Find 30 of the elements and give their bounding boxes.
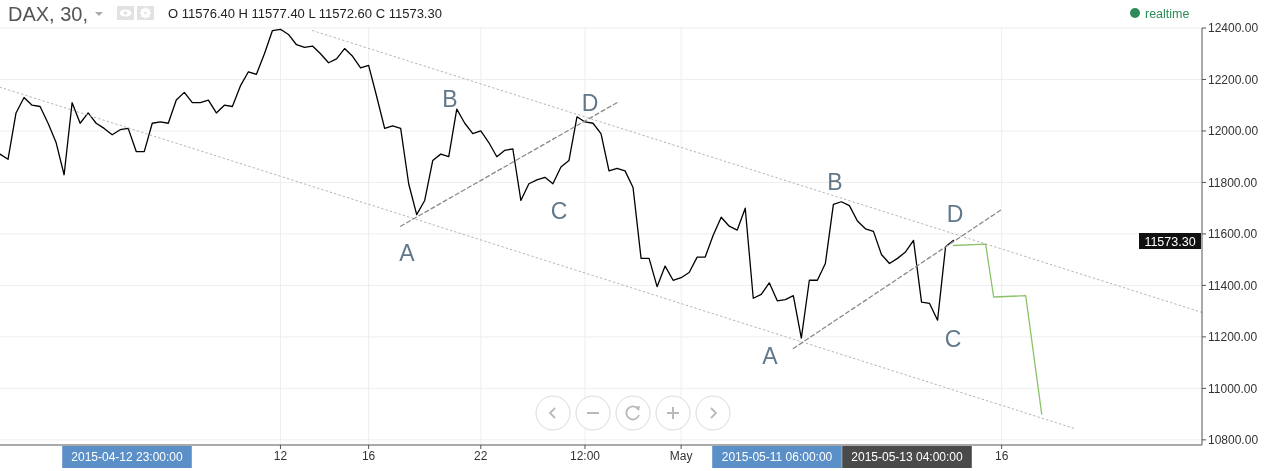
annotation: B [442,86,458,112]
text: 2015-05-13 04:00:00 [851,450,964,464]
y-tick-label: 12400.00 [1208,21,1259,36]
annotation: A [399,240,416,266]
x-tick-label: 12 [273,448,288,463]
text: 2015-05-11 06:00:00 [721,450,833,464]
y-tick-label: 12200.00 [1208,72,1259,87]
annotation: C [550,198,568,224]
y-tick-label: 11000.00 [1208,381,1258,396]
annotation: D [946,201,964,227]
x-tick-label: 12:00 [569,448,601,463]
y-tick-label: 11400.00 [1208,278,1258,293]
annotation: C [944,326,962,352]
text: 2015-04-12 23:00:00 [71,450,184,464]
x-tick-label: 16 [361,448,376,463]
y-tick-label: 12000.00 [1208,124,1259,139]
y-tick-label: 11800.00 [1208,175,1258,190]
text: realtime [1145,7,1190,21]
annotation: A [762,343,779,369]
chart-subtitle: O 11576.40 H 11577.40 L 11572.60 C 11573.30 [168,6,442,21]
x-tick-label: 22 [474,448,488,463]
x-tick-label: May [669,448,693,463]
chart-title: DAX, 30, [8,3,89,25]
y-tick-label: 11200.00 [1208,330,1258,345]
annotation: B [827,169,843,195]
annotation: 11573.30 [1144,234,1196,249]
annotation: D [581,90,599,116]
y-tick-label: 11600.00 [1208,227,1258,242]
x-tick-label: 16 [994,448,1009,463]
y-tick-label: 10800.00 [1208,433,1259,448]
